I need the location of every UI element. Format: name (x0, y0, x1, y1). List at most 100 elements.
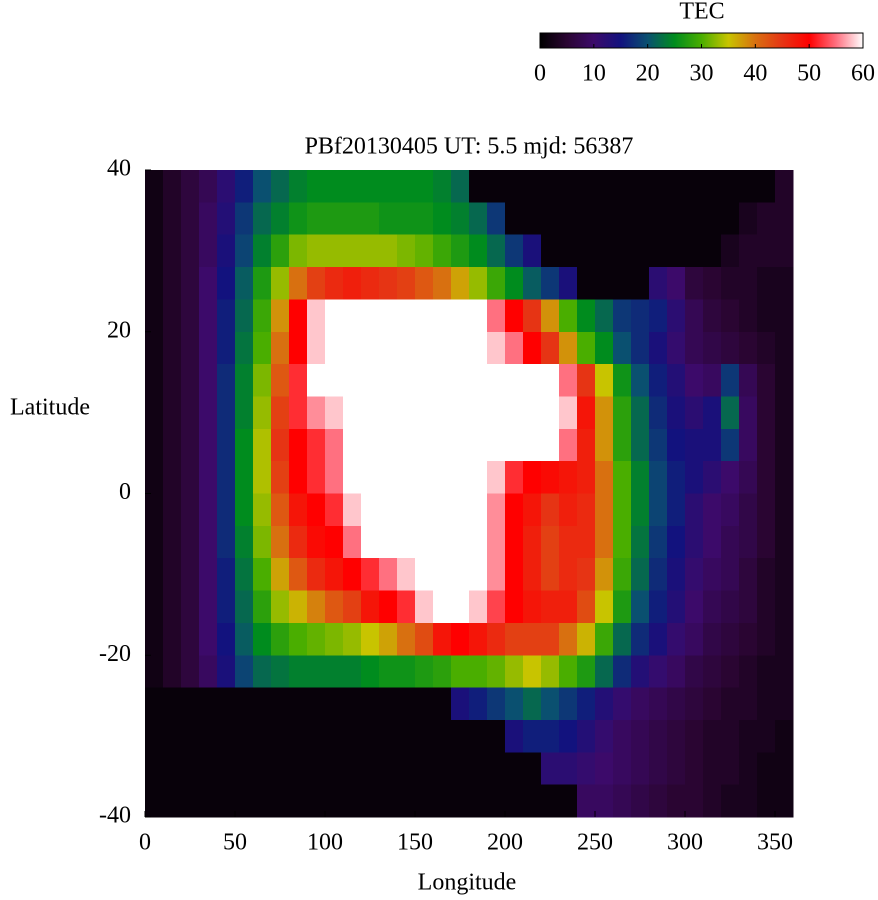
heatmap-cell (271, 558, 290, 592)
heatmap-cell (163, 364, 182, 397)
heatmap-cell (559, 299, 578, 333)
heatmap-cell (307, 752, 326, 786)
heatmap-cell (235, 396, 254, 430)
heatmap-cell (523, 719, 542, 753)
heatmap-cell (577, 267, 596, 300)
heatmap-cell (325, 525, 344, 559)
heatmap-cell (595, 170, 614, 203)
heatmap-cell (271, 170, 290, 203)
heatmap-cell (361, 655, 380, 689)
heatmap-cell (739, 752, 758, 786)
heatmap-cell (667, 558, 686, 592)
heatmap-cell (559, 752, 578, 786)
heatmap-cell (577, 331, 596, 365)
heatmap-cell (613, 558, 632, 592)
heatmap-cell (343, 752, 362, 786)
heatmap-cell (505, 493, 524, 527)
heatmap-cell (757, 202, 776, 236)
heatmap-cell (235, 590, 254, 624)
heatmap-cell (199, 525, 218, 559)
heatmap-cell (577, 493, 596, 527)
heatmap-cell (721, 331, 740, 365)
heatmap-cell (361, 687, 380, 721)
heatmap-cell (469, 364, 488, 397)
heatmap-cell (667, 170, 686, 203)
heatmap-cell (469, 719, 488, 753)
heatmap-cell (757, 170, 776, 203)
heatmap-cell (415, 719, 434, 753)
heatmap-cell (757, 558, 776, 592)
heatmap-cell (775, 752, 794, 786)
heatmap-cell (631, 364, 650, 397)
heatmap-cell (163, 655, 182, 689)
heatmap-cell (505, 558, 524, 592)
heatmap-cell (739, 719, 758, 753)
heatmap-cell (307, 719, 326, 753)
heatmap-cell (757, 590, 776, 624)
heatmap-cell (433, 170, 452, 203)
heatmap-cell (271, 461, 290, 494)
heatmap-cell (451, 170, 470, 203)
heatmap-cell (757, 396, 776, 430)
heatmap-cell (163, 752, 182, 786)
heatmap-cell (559, 719, 578, 753)
heatmap-cell (523, 234, 542, 268)
heatmap-cell (505, 784, 524, 818)
heatmap-cell (433, 396, 452, 430)
heatmap-cell (469, 331, 488, 365)
heatmap-cell (307, 784, 326, 818)
heatmap-cell (307, 202, 326, 236)
heatmap-cell (577, 558, 596, 592)
heatmap-cell (469, 558, 488, 592)
heatmap-cell (613, 752, 632, 786)
heatmap-cell (163, 719, 182, 753)
heatmap-cell (631, 558, 650, 592)
heatmap-cell (163, 267, 182, 300)
heatmap-cell (667, 655, 686, 689)
heatmap-cell (397, 331, 416, 365)
heatmap-cell (361, 493, 380, 527)
heatmap-cell (343, 267, 362, 300)
heatmap-cell (469, 784, 488, 818)
heatmap-cell (667, 428, 686, 462)
heatmap-cell (235, 784, 254, 818)
heatmap-cell (397, 622, 416, 656)
heatmap-cell (721, 752, 740, 786)
heatmap-cell (775, 558, 794, 592)
heatmap-cell (775, 364, 794, 397)
heatmap-cell (217, 622, 236, 656)
heatmap-cell (559, 461, 578, 494)
heatmap-cell (433, 752, 452, 786)
heatmap-cell (271, 525, 290, 559)
heatmap-cell (541, 687, 560, 721)
heatmap-cell (721, 719, 740, 753)
heatmap-cell (217, 331, 236, 365)
heatmap-cell (487, 299, 506, 333)
heatmap-cell (289, 364, 308, 397)
heatmap-cell (145, 525, 164, 559)
heatmap-cell (631, 590, 650, 624)
heatmap-cell (379, 234, 398, 268)
heatmap-cell (199, 461, 218, 494)
heatmap-cell (613, 299, 632, 333)
heatmap-cell (487, 752, 506, 786)
heatmap-cell (379, 558, 398, 592)
heatmap-cell (739, 170, 758, 203)
heatmap-cell (649, 461, 668, 494)
heatmap-cell (181, 558, 200, 592)
heatmap-cell (361, 299, 380, 333)
heatmap-cell (217, 299, 236, 333)
heatmap-cell (235, 428, 254, 462)
heatmap-cell (181, 590, 200, 624)
heatmap-cell (343, 170, 362, 203)
heatmap-cell (775, 590, 794, 624)
heatmap-cell (415, 234, 434, 268)
heatmap-cell (343, 784, 362, 818)
heatmap-cell (487, 590, 506, 624)
heatmap-cell (163, 590, 182, 624)
heatmap-cell (541, 752, 560, 786)
heatmap-cell (505, 687, 524, 721)
heatmap-cell (325, 331, 344, 365)
heatmap-cell (613, 331, 632, 365)
